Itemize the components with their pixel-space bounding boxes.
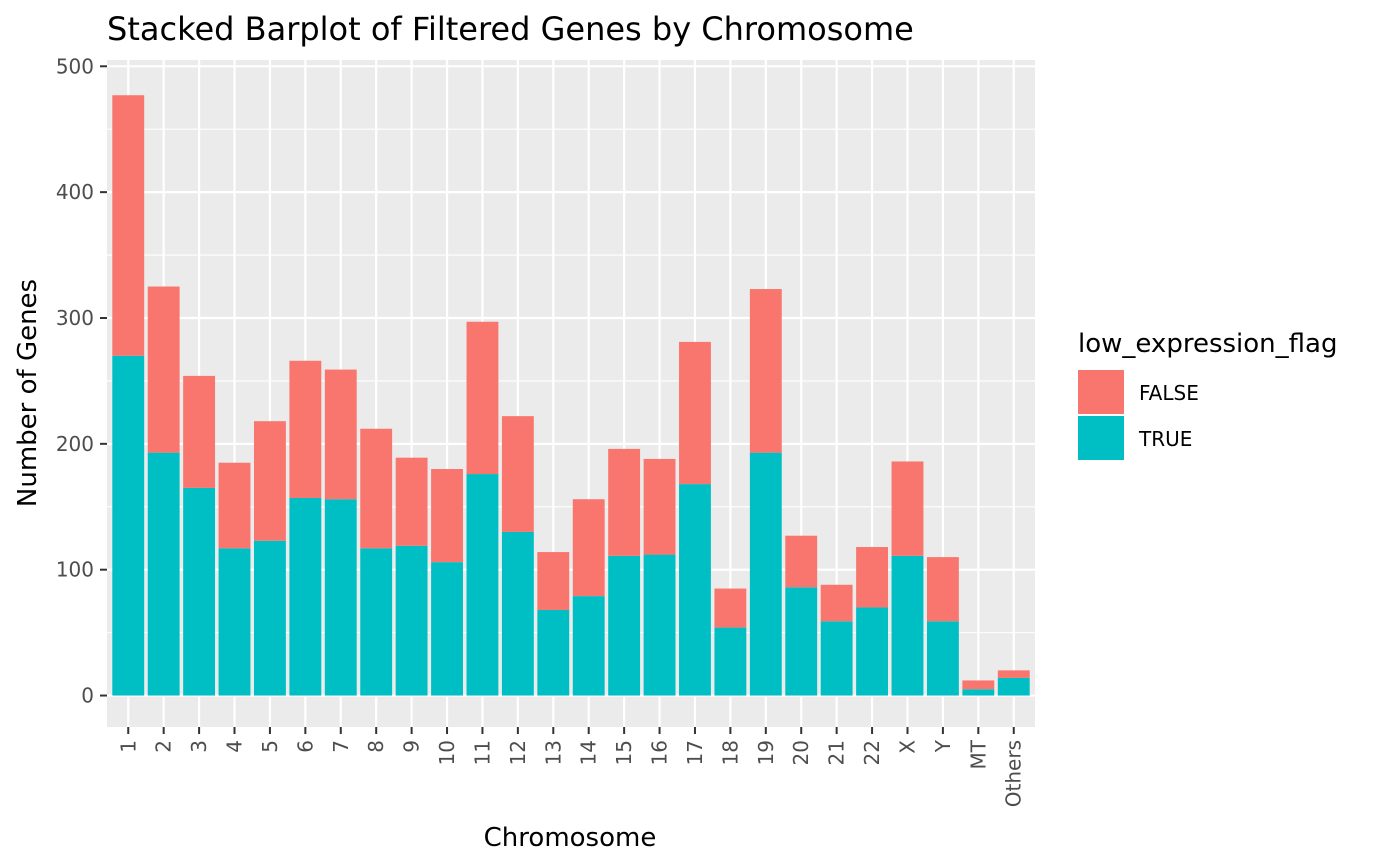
x-tick-label: 11 <box>470 740 494 765</box>
x-tick-label: 14 <box>577 740 601 765</box>
legend-label-true: TRUE <box>1138 427 1192 451</box>
bar-false-chr-10 <box>431 469 463 563</box>
legend: low_expression_flag FALSE TRUE <box>1078 329 1337 460</box>
bar-false-chr-12 <box>501 416 534 532</box>
x-tick-label: Y <box>931 739 955 753</box>
bar-true-chr-4 <box>218 548 251 696</box>
bar-true-chr-y <box>926 621 959 696</box>
x-axis: 1 2 3 4 5 6 7 8 9 10 11 12 13 14 15 16 17 18 19 20 21 22 X Y MT O… <box>116 727 1026 807</box>
bar-true-chr-10 <box>431 562 463 696</box>
legend-label-false: FALSE <box>1139 381 1199 405</box>
bar-false-chr-13 <box>537 552 570 610</box>
y-tick-label: 100 <box>56 558 94 582</box>
x-tick-label: 12 <box>506 740 530 765</box>
bar-true-chr-14 <box>572 596 605 696</box>
x-tick-label: X <box>895 740 919 754</box>
x-tick-label: 5 <box>258 740 282 753</box>
bar-true-chr-3 <box>183 487 216 696</box>
y-axis: 0 100 200 300 400 500 <box>56 54 107 708</box>
bar-true-chr-7 <box>324 499 357 696</box>
x-tick-label: 20 <box>789 740 813 765</box>
bar-true-chr-15 <box>608 555 641 696</box>
y-tick-label: 300 <box>56 306 94 330</box>
bar-true-chr-12 <box>501 531 534 696</box>
bar-true-chr-11 <box>466 474 499 696</box>
bar-false-chr-19 <box>749 289 782 453</box>
y-tick-label: 0 <box>81 684 94 708</box>
bar-true-chr-mt <box>962 689 995 696</box>
bar-true-chr-18 <box>714 627 747 696</box>
x-tick-label: 8 <box>364 740 388 753</box>
bar-false-chr-20 <box>785 535 818 588</box>
x-tick-label: 3 <box>187 740 211 753</box>
x-tick-label: 10 <box>435 740 459 765</box>
bar-false-chr-1 <box>112 95 145 356</box>
bar-false-chr-18 <box>714 588 747 628</box>
bar-true-chr-9 <box>395 545 428 696</box>
x-axis-title: Chromosome <box>484 823 657 853</box>
bar-true-chr-others <box>997 677 1030 696</box>
x-tick-label: 2 <box>152 740 176 753</box>
bar-true-chr-22 <box>856 607 889 696</box>
x-tick-label: 1 <box>116 740 140 753</box>
bar-false-chr-11 <box>466 321 499 475</box>
legend-key-true <box>1078 416 1124 460</box>
bar-false-chr-17 <box>679 341 711 485</box>
y-tick-label: 200 <box>56 432 94 456</box>
bars <box>112 95 1030 696</box>
x-tick-label: Others <box>1002 740 1026 807</box>
x-tick-label: 13 <box>541 740 565 765</box>
bar-false-chr-2 <box>147 286 180 453</box>
bar-false-chr-others <box>997 670 1030 678</box>
bar-true-chr-20 <box>785 587 818 696</box>
y-tick-label: 500 <box>56 54 94 78</box>
bar-true-chr-16 <box>643 554 676 696</box>
x-tick-label: 19 <box>754 740 778 765</box>
legend-entries: FALSE TRUE <box>1078 370 1199 460</box>
bar-true-chr-6 <box>289 497 322 696</box>
legend-title: low_expression_flag <box>1078 329 1337 359</box>
bar-false-chr-21 <box>820 584 853 622</box>
bar-false-chr-22 <box>856 547 889 608</box>
bar-false-chr-7 <box>324 369 357 500</box>
bar-true-chr-13 <box>537 609 570 696</box>
x-tick-label: 15 <box>612 740 636 765</box>
bar-true-chr-8 <box>360 548 393 696</box>
bar-true-chr-5 <box>253 540 286 696</box>
bar-true-chr-1 <box>112 355 145 696</box>
bar-true-chr-17 <box>679 484 711 696</box>
x-tick-label: 18 <box>718 740 742 765</box>
bar-false-chr-mt <box>962 680 995 690</box>
x-tick-label: 17 <box>683 740 707 765</box>
x-tick-label: 4 <box>223 740 247 753</box>
legend-key-false <box>1078 370 1124 414</box>
bar-true-chr-2 <box>147 452 180 696</box>
bar-false-chr-3 <box>183 375 216 488</box>
bar-false-chr-8 <box>360 428 393 549</box>
bar-false-chr-y <box>926 557 959 622</box>
x-tick-label: 22 <box>860 740 884 765</box>
y-axis-title: Number of Genes <box>13 279 43 507</box>
bar-false-chr-x <box>891 461 924 556</box>
bar-false-chr-6 <box>289 360 322 498</box>
x-tick-label: MT <box>966 739 990 769</box>
bar-true-chr-19 <box>749 452 782 696</box>
bar-false-chr-15 <box>608 448 641 556</box>
bar-false-chr-14 <box>572 499 605 597</box>
bar-false-chr-9 <box>395 457 428 546</box>
x-tick-label: 6 <box>293 740 317 753</box>
bar-true-chr-x <box>891 555 924 696</box>
x-tick-label: 7 <box>329 740 353 753</box>
x-tick-label: 21 <box>825 740 849 765</box>
chart-title: Stacked Barplot of Filtered Genes by Chr… <box>107 10 914 48</box>
bar-true-chr-21 <box>820 621 853 696</box>
bar-false-chr-16 <box>643 458 676 555</box>
x-tick-label: 16 <box>648 740 672 765</box>
bar-false-chr-5 <box>253 421 286 541</box>
x-tick-label: 9 <box>400 740 424 753</box>
y-tick-label: 400 <box>56 180 94 204</box>
bar-false-chr-4 <box>218 462 251 549</box>
